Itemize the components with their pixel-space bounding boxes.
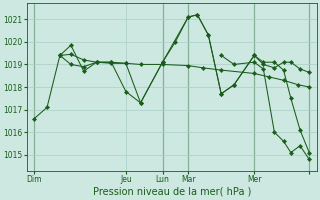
X-axis label: Pression niveau de la mer( hPa ): Pression niveau de la mer( hPa ) [92,187,251,197]
